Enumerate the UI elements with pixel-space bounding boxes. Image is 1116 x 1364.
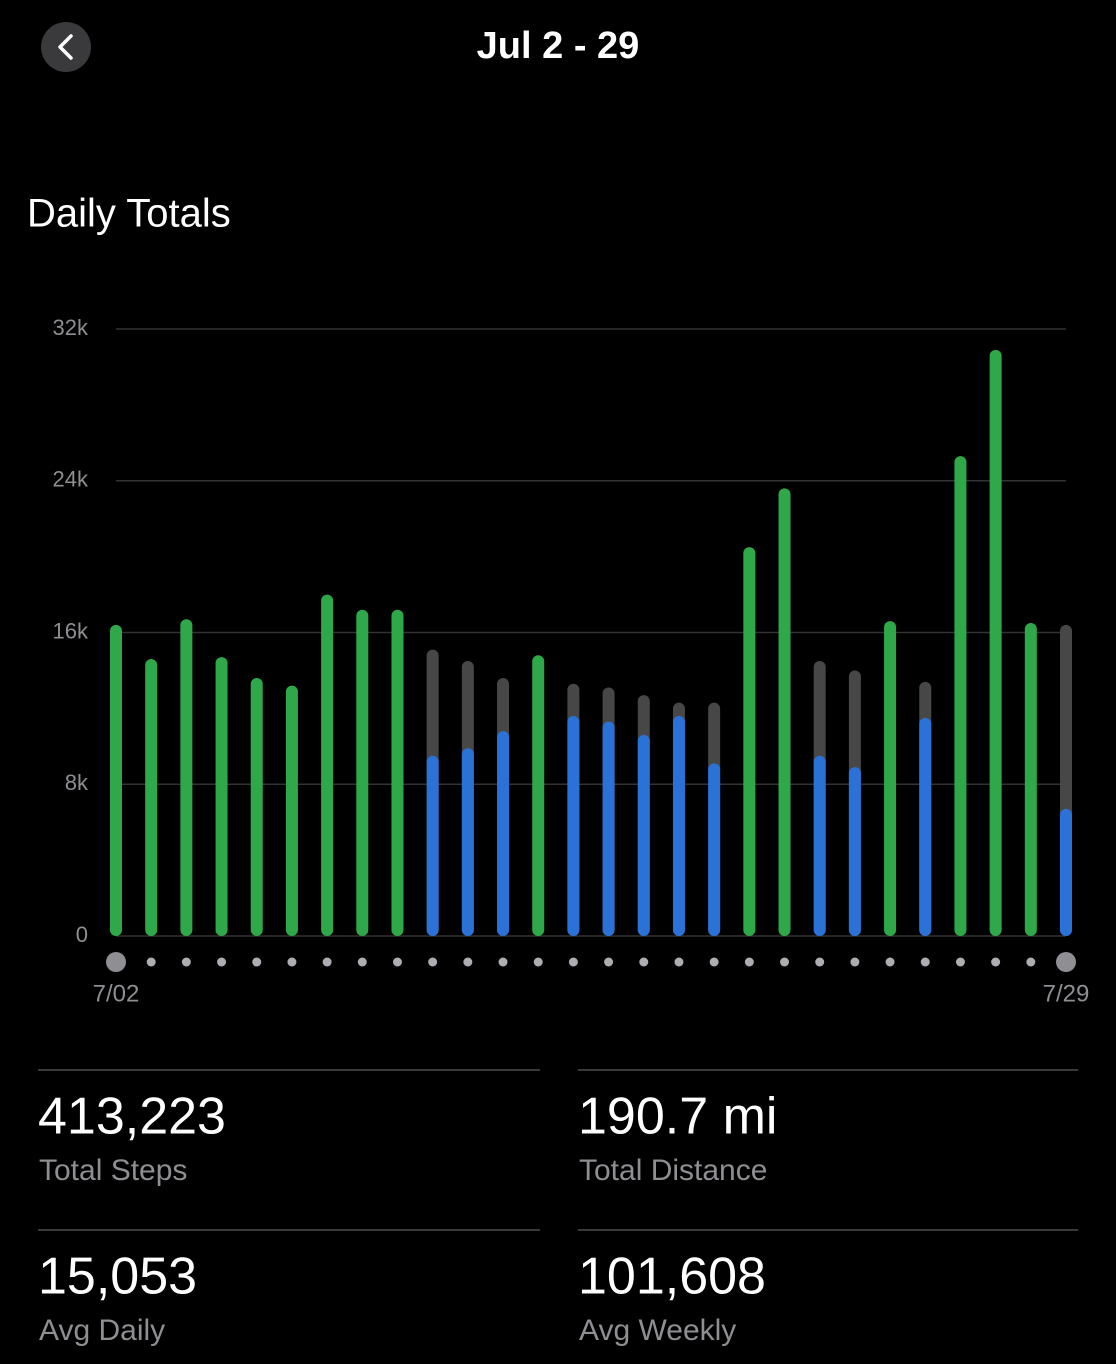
bar	[497, 731, 510, 936]
stat-value: 101,608	[578, 1248, 766, 1306]
stat-value: 15,053	[38, 1248, 197, 1306]
day-dot	[252, 957, 262, 967]
x-tick-label: 7/29	[1043, 980, 1090, 1007]
day-dot	[498, 957, 508, 967]
bar	[884, 621, 897, 936]
x-tick-label: 7/02	[93, 980, 140, 1007]
day-dot	[106, 952, 126, 972]
day-dot	[463, 957, 473, 967]
bar	[110, 624, 122, 936]
bar	[637, 734, 650, 936]
bar	[813, 755, 826, 936]
stat-value: 413,223	[38, 1088, 226, 1146]
day-dot	[1026, 957, 1036, 967]
day-dot	[709, 957, 719, 967]
bar	[391, 609, 404, 936]
bar	[919, 717, 932, 936]
bar	[989, 349, 1002, 937]
bar	[954, 456, 967, 936]
chart-title: Daily Totals	[27, 192, 231, 236]
day-dot	[604, 957, 614, 967]
bar	[743, 547, 756, 936]
y-tick-label: 16k	[53, 618, 89, 643]
bar	[672, 715, 685, 936]
day-dot	[920, 957, 930, 967]
bar	[567, 715, 580, 936]
bar	[1060, 808, 1072, 936]
bar	[1024, 623, 1037, 936]
y-tick-label: 0	[76, 922, 88, 947]
stat-label: Total Steps	[39, 1154, 187, 1187]
day-dot	[181, 957, 191, 967]
day-dot	[392, 957, 402, 967]
day-dot	[639, 957, 649, 967]
bar	[848, 767, 861, 936]
day-dot	[955, 957, 965, 967]
day-dot	[217, 957, 227, 967]
day-dot	[146, 957, 156, 967]
bar	[426, 755, 439, 936]
day-dot	[674, 957, 684, 967]
day-dot	[885, 957, 895, 967]
day-dot	[428, 957, 438, 967]
bar	[461, 748, 474, 936]
day-dot	[991, 957, 1001, 967]
back-button-bg[interactable]	[41, 22, 91, 72]
day-dot	[287, 957, 297, 967]
bar	[356, 609, 369, 936]
bar	[708, 763, 721, 936]
day-dot	[780, 957, 790, 967]
bar	[215, 657, 228, 936]
bar	[532, 655, 545, 936]
bar	[285, 685, 298, 936]
bar	[778, 488, 791, 936]
bar	[321, 594, 334, 936]
stat-value: 190.7 mi	[578, 1088, 777, 1146]
stat-label: Total Distance	[579, 1154, 767, 1187]
back-chevron[interactable]	[58, 34, 73, 60]
day-dot	[322, 957, 332, 967]
page-title: Jul 2 - 29	[477, 25, 640, 67]
stat-label: Avg Daily	[39, 1314, 165, 1347]
day-dot	[357, 957, 367, 967]
bar	[145, 659, 158, 936]
day-dot	[850, 957, 860, 967]
bar	[250, 678, 263, 936]
day-dot	[1056, 952, 1076, 972]
day-dot	[568, 957, 578, 967]
y-tick-label: 32k	[53, 315, 89, 340]
bar	[180, 619, 193, 936]
bar	[602, 721, 615, 936]
day-dot	[533, 957, 543, 967]
y-tick-label: 24k	[53, 467, 89, 492]
y-tick-label: 8k	[65, 770, 89, 795]
back-button[interactable]	[41, 22, 91, 72]
stat-label: Avg Weekly	[579, 1314, 736, 1347]
day-dot	[744, 957, 754, 967]
day-dot	[815, 957, 825, 967]
